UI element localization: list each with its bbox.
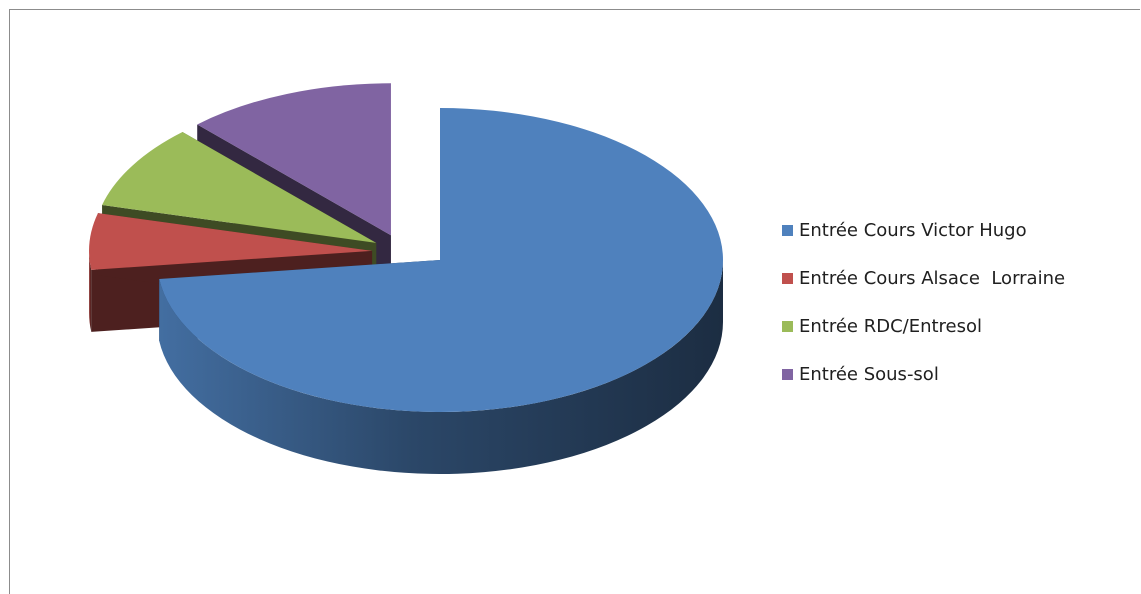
slice-top <box>102 132 377 243</box>
chart-legend: Entrée Cours Victor Hugo Entrée Cours Al… <box>782 218 1065 410</box>
legend-item: Entrée Cours Alsace Lorraine <box>782 266 1065 290</box>
legend-item: Entrée RDC/Entresol <box>782 314 1065 338</box>
legend-swatch <box>782 320 793 332</box>
legend-label: Entrée Cours Alsace Lorraine <box>799 267 1066 289</box>
legend-label: Entrée Sous-sol <box>799 363 939 385</box>
slice-top <box>159 108 724 413</box>
slice-side <box>89 250 92 332</box>
legend-swatch <box>782 368 793 380</box>
legend-label: Entrée RDC/Entresol <box>799 315 983 337</box>
legend-item: Entrée Cours Victor Hugo <box>782 218 1065 242</box>
slice-side <box>159 260 723 474</box>
slice-top <box>89 213 373 270</box>
legend-item: Entrée Sous-sol <box>782 362 1065 386</box>
legend-swatch <box>782 272 793 284</box>
pie-slice-0 <box>159 108 724 474</box>
slice-top <box>197 83 391 236</box>
legend-swatch <box>782 224 793 236</box>
legend-label: Entrée Cours Victor Hugo <box>799 219 1027 241</box>
